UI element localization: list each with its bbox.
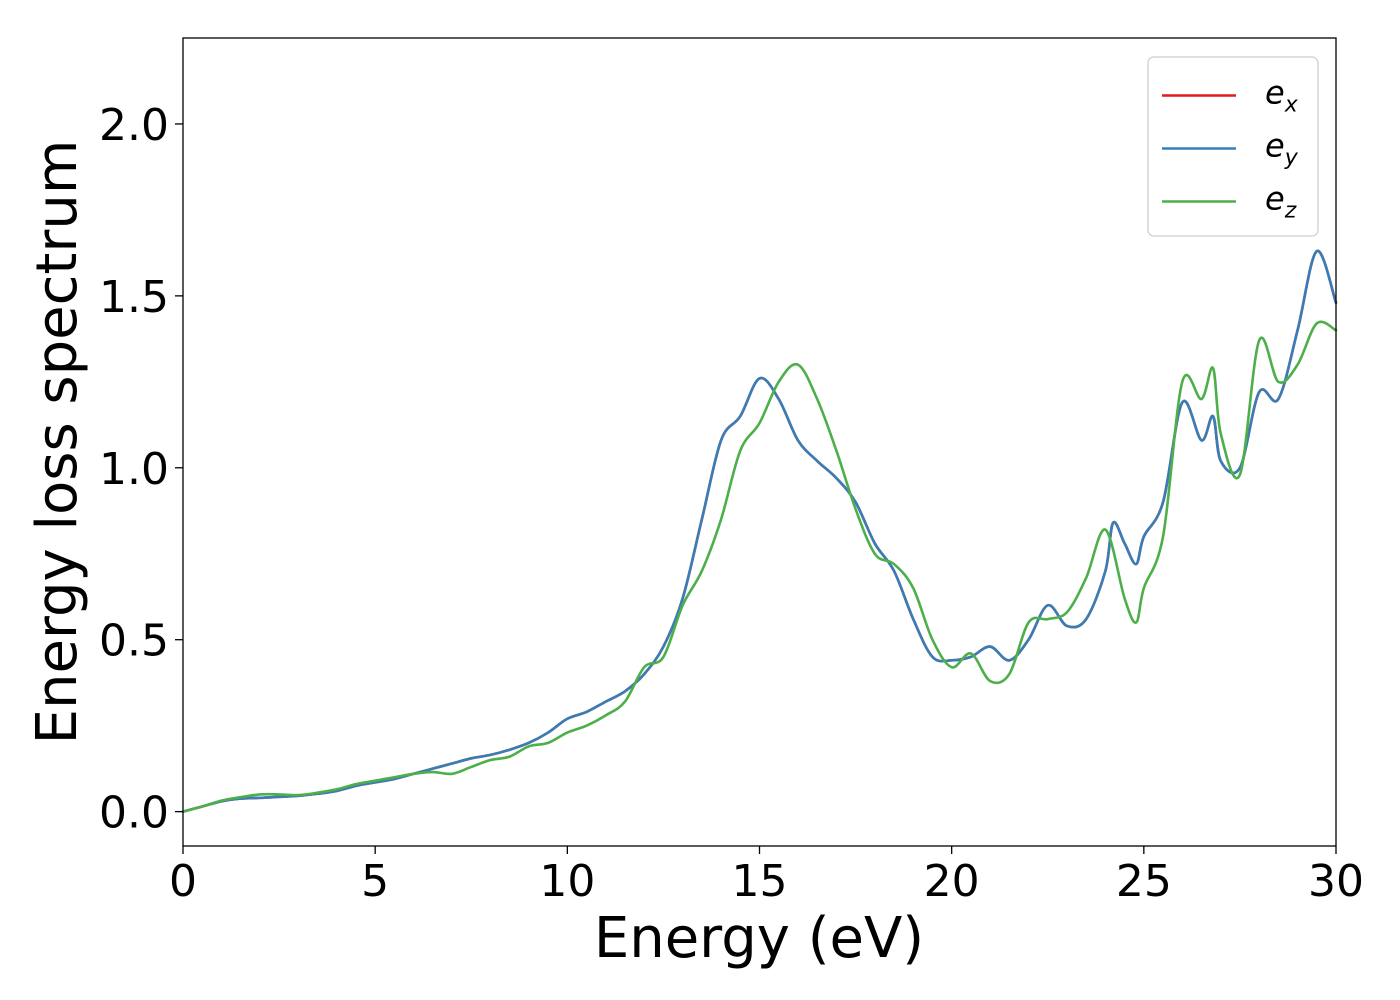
legend-label-base: e: [1265, 180, 1285, 218]
legend-label-subscript: z: [1284, 199, 1297, 224]
x-tick-label: 10: [539, 856, 595, 907]
legend-box: [1147, 56, 1319, 237]
y-tick-label: 0.5: [99, 616, 169, 667]
x-tick-label: 0: [169, 856, 197, 907]
x-tick-label: 30: [1308, 856, 1364, 907]
legend-label-base: e: [1265, 74, 1285, 112]
x-tick-label: 15: [732, 856, 788, 907]
y-tick-label: 0.0: [99, 788, 169, 839]
legend-label-subscript: y: [1284, 146, 1299, 171]
series-line-z: [181, 320, 1338, 813]
y-axis-label: Energy loss spectrum: [25, 140, 90, 745]
y-axis-ticks: 0.0 0.5 1.0 1.5 2.0: [99, 100, 183, 839]
legend-label-x: ex: [1265, 74, 1299, 118]
series-layer: [181, 249, 1338, 813]
x-axis-label: Energy (eV): [594, 906, 924, 971]
x-axis-ticks: 0 5 10 15 20 25 30: [169, 846, 1364, 907]
x-tick-label: 20: [924, 856, 980, 907]
legend-label-z: ez: [1265, 180, 1297, 224]
series-line-y: [181, 249, 1338, 813]
legend-label-base: e: [1265, 127, 1285, 165]
x-tick-label: 25: [1116, 856, 1172, 907]
x-tick-label: 5: [361, 856, 389, 907]
y-tick-label: 1.5: [99, 272, 169, 323]
y-tick-label: 1.0: [99, 444, 169, 495]
legend-label-y: ey: [1265, 127, 1299, 171]
legend-label-subscript: x: [1284, 93, 1299, 118]
y-tick-label: 2.0: [99, 100, 169, 151]
